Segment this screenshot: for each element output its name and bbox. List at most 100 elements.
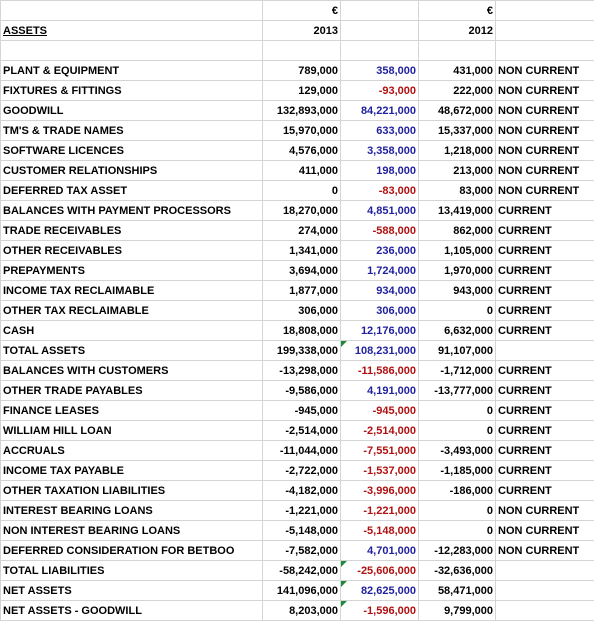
amount: 1,724,000 — [340, 260, 419, 281]
amount: 4,701,000 — [340, 540, 419, 561]
amount: 934,000 — [340, 280, 419, 301]
row: INCOME TAX PAYABLE -2,722,000 -1,537,000 -1… — [0, 460, 594, 481]
amount: 0 — [418, 500, 496, 521]
cell — [495, 40, 594, 61]
amount: 431,000 — [418, 60, 496, 81]
amount: 4,851,000 — [340, 200, 419, 221]
row: CUSTOMER RELATIONSHIPS 411,000 198,000 213,… — [0, 160, 594, 181]
amount: 84,221,000 — [340, 100, 419, 121]
amount: -1,712,000 — [418, 360, 496, 381]
amount: 198,000 — [340, 160, 419, 181]
row-label: DEFERRED CONSIDERATION FOR BETBOO — [0, 540, 263, 561]
row-label: INCOME TAX PAYABLE — [0, 460, 263, 481]
row: OTHER TAXATION LIABILITIES -4,182,000 -3,9… — [0, 480, 594, 501]
row-label: DEFERRED TAX ASSET — [0, 180, 263, 201]
row-label: TOTAL LIABILITIES — [0, 560, 263, 581]
classification: NON CURRENT — [495, 500, 594, 521]
row: TOTAL LIABILITIES -58,242,000 -25,606,000-… — [0, 560, 594, 581]
amount: 199,338,000 — [262, 340, 341, 361]
amount: -7,551,000 — [340, 440, 419, 461]
amount: -1,221,000 — [340, 500, 419, 521]
amount: 0 — [418, 400, 496, 421]
amount: 236,000 — [340, 240, 419, 261]
row-label: NON INTEREST BEARING LOANS — [0, 520, 263, 541]
amount: -12,283,000 — [418, 540, 496, 561]
row-label: OTHER TAX RECLAIMABLE — [0, 300, 263, 321]
classification: NON CURRENT — [495, 520, 594, 541]
amount: -1,596,000 — [340, 600, 419, 621]
row: NET ASSETS 141,096,000 82,625,000 58,471,00… — [0, 580, 594, 601]
row-label: FINANCE LEASES — [0, 400, 263, 421]
amount: 943,000 — [418, 280, 496, 301]
amount: 213,000 — [418, 160, 496, 181]
amount: 15,337,000 — [418, 120, 496, 141]
amount: -93,000 — [340, 80, 419, 101]
amount: -945,000 — [340, 400, 419, 421]
amount: 18,808,000 — [262, 320, 341, 341]
amount: 222,000 — [418, 80, 496, 101]
amount: 48,672,000 — [418, 100, 496, 121]
blank-row — [0, 40, 594, 61]
cell — [495, 20, 594, 41]
row: GOODWILL 132,893,000 84,221,000 48,672,000 N… — [0, 100, 594, 121]
amount: 358,000 — [340, 60, 419, 81]
amount: -588,000 — [340, 220, 419, 241]
amount: 274,000 — [262, 220, 341, 241]
row: OTHER TAX RECLAIMABLE 306,000 306,000 0 CURR… — [0, 300, 594, 321]
cell — [0, 40, 263, 61]
header-row: € € — [0, 0, 594, 21]
amount: 8,203,000 — [262, 600, 341, 621]
amount: 82,625,000 — [340, 580, 419, 601]
classification: CURRENT — [495, 220, 594, 241]
cell — [418, 40, 496, 61]
year: 2013 — [262, 20, 341, 41]
year: 2012 — [418, 20, 496, 41]
header-row: ASSETS 2013 2012 — [0, 20, 594, 41]
amount: 1,970,000 — [418, 260, 496, 281]
amount: -13,298,000 — [262, 360, 341, 381]
classification: NON CURRENT — [495, 120, 594, 141]
amount: -186,000 — [418, 480, 496, 501]
classification — [495, 340, 594, 361]
amount: 129,000 — [262, 80, 341, 101]
title: ASSETS — [0, 20, 263, 41]
amount: 4,191,000 — [340, 380, 419, 401]
row-label: FIXTURES & FITTINGS — [0, 80, 263, 101]
amount: 132,893,000 — [262, 100, 341, 121]
row-label: NET ASSETS - GOODWILL — [0, 600, 263, 621]
cell — [340, 40, 419, 61]
classification: CURRENT — [495, 480, 594, 501]
amount: -1,537,000 — [340, 460, 419, 481]
amount: 12,176,000 — [340, 320, 419, 341]
amount: 411,000 — [262, 160, 341, 181]
classification: CURRENT — [495, 440, 594, 461]
row: DEFERRED CONSIDERATION FOR BETBOO -7,582,… — [0, 540, 594, 561]
row-label: CUSTOMER RELATIONSHIPS — [0, 160, 263, 181]
cell — [340, 0, 419, 21]
row: TRADE RECEIVABLES 274,000 -588,000 862,000 C… — [0, 220, 594, 241]
amount: -2,722,000 — [262, 460, 341, 481]
row: TOTAL ASSETS 199,338,000 108,231,000 91,107… — [0, 340, 594, 361]
amount: 1,877,000 — [262, 280, 341, 301]
amount: -25,606,000 — [340, 560, 419, 581]
row: BALANCES WITH PAYMENT PROCESSORS 18,270,0… — [0, 200, 594, 221]
cell — [340, 20, 419, 41]
amount: 0 — [262, 180, 341, 201]
amount: 83,000 — [418, 180, 496, 201]
currency: € — [418, 0, 496, 21]
amount: 0 — [418, 300, 496, 321]
amount: -83,000 — [340, 180, 419, 201]
row: NON INTEREST BEARING LOANS -5,148,000 -5,1… — [0, 520, 594, 541]
row: SOFTWARE LICENCES 4,576,000 3,358,000 1,218… — [0, 140, 594, 161]
row-label: GOODWILL — [0, 100, 263, 121]
row: FIXTURES & FITTINGS 129,000 -93,000 222,000… — [0, 80, 594, 101]
classification: NON CURRENT — [495, 540, 594, 561]
amount: -13,777,000 — [418, 380, 496, 401]
amount: 18,270,000 — [262, 200, 341, 221]
row-label: OTHER TRADE PAYABLES — [0, 380, 263, 401]
row: NET ASSETS - GOODWILL 8,203,000 -1,596,000… — [0, 600, 594, 621]
row-label: INTEREST BEARING LOANS — [0, 500, 263, 521]
cell — [262, 40, 341, 61]
amount: 1,341,000 — [262, 240, 341, 261]
cell — [495, 0, 594, 21]
